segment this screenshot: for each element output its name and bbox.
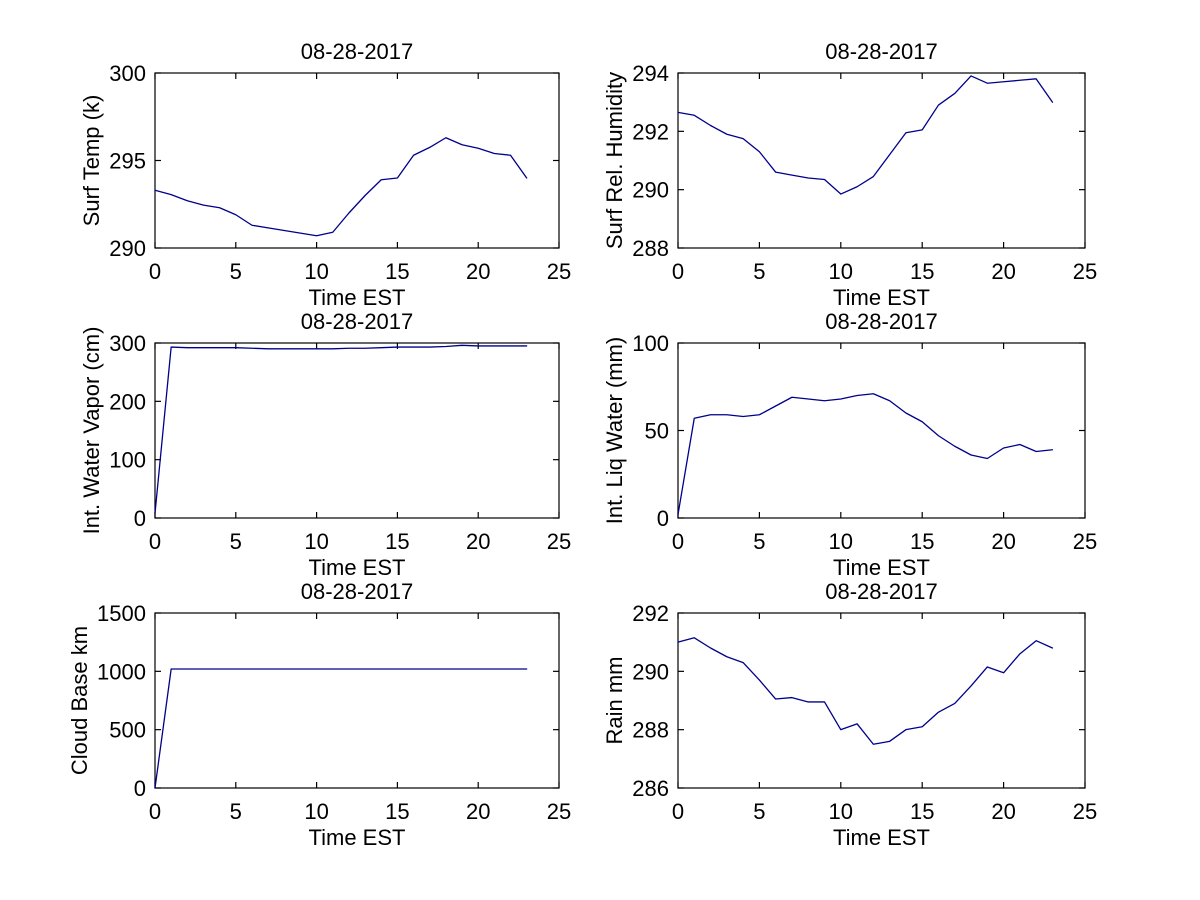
y-tick-label: 0 [134,506,146,531]
x-tick-label: 20 [466,529,490,554]
y-tick-label: 1500 [97,601,146,626]
x-tick-label: 20 [991,799,1015,824]
subplot-surf-temp-k: 0 5 10 15 20 25 290 295 300 08-28-2017 Time EST Sur… [79,39,571,310]
x-axis-label: Time EST [309,825,406,850]
data-line-cloud-base-km [154,668,528,789]
y-axis-label: Cloud Base km [67,626,92,775]
y-tick-label: 288 [632,718,669,743]
x-tick-label: 5 [230,799,242,824]
x-tick-label: 25 [547,529,571,554]
axes-box [154,72,560,249]
x-tick-label: 0 [672,259,684,284]
axes-box [677,72,1086,249]
x-axis-label: Time EST [833,825,930,850]
subplot-title: 08-28-2017 [301,39,414,64]
data-line-surf-rel-humidity [677,75,1054,195]
y-tick-label: 0 [657,506,669,531]
data-line-rain-mm [677,637,1054,745]
axes-box [677,342,1086,519]
x-tick-label: 5 [753,529,765,554]
axes-box [154,612,560,789]
x-tick-label: 10 [304,529,328,554]
y-axis-label: Surf Temp (k) [79,95,104,227]
subplot-title: 08-28-2017 [825,579,938,604]
y-tick-label: 292 [632,119,669,144]
y-axis-label: Surf Rel. Humidity [602,72,627,249]
x-tick-label: 5 [230,259,242,284]
x-tick-label: 15 [385,259,409,284]
subplot-title: 08-28-2017 [301,579,414,604]
x-tick-label: 10 [829,799,853,824]
y-axis-label: Int. Water Vapor (cm) [79,327,104,535]
x-axis-label: Time EST [309,555,406,580]
subplot-int-liq-water-mm: 0 5 10 15 20 25 0 50 100 08-28-2017 Time EST Int. L… [602,309,1097,580]
x-tick-label: 25 [1073,529,1097,554]
y-tick-label: 300 [109,331,146,356]
y-tick-label: 300 [109,61,146,86]
data-line-int-water-vapor-cm [154,344,528,514]
axes-box [677,612,1086,789]
subplot-title: 08-28-2017 [825,39,938,64]
x-tick-label: 15 [385,799,409,824]
x-tick-label: 0 [149,799,161,824]
x-tick-label: 10 [829,529,853,554]
x-tick-label: 10 [304,259,328,284]
axes-box [154,342,560,519]
subplot-surf-rel-humidity: 0 5 10 15 20 25 288 290 292 294 08-28-2017 Time EST… [602,39,1097,310]
x-tick-label: 0 [672,799,684,824]
x-tick-label: 25 [1073,799,1097,824]
y-tick-label: 50 [645,419,669,444]
y-tick-label: 295 [109,149,146,174]
x-tick-label: 15 [910,529,934,554]
x-tick-label: 5 [753,799,765,824]
subplot-int-water-vapor-cm: 0 5 10 15 20 25 0 100 200 300 08-28-2017 Time EST In… [79,309,571,580]
x-tick-label: 10 [304,799,328,824]
y-axis-label: Rain mm [602,656,627,744]
subplot-cloud-base-km: 0 5 10 15 20 25 0 500 1000 1500 08-28-2017 Time EST… [67,579,571,850]
x-axis-label: Time EST [833,555,930,580]
x-tick-label: 25 [547,799,571,824]
x-axis-label: Time EST [833,285,930,310]
x-tick-label: 0 [149,259,161,284]
x-tick-label: 25 [1073,259,1097,284]
y-tick-label: 292 [632,601,669,626]
y-tick-label: 100 [632,331,669,356]
x-tick-label: 20 [991,529,1015,554]
y-tick-label: 294 [632,61,669,86]
y-tick-label: 500 [109,718,146,743]
x-tick-label: 20 [466,259,490,284]
data-line-surf-temp-k [154,137,528,237]
y-tick-label: 290 [109,236,146,261]
y-tick-label: 100 [109,448,146,473]
x-tick-label: 25 [547,259,571,284]
y-tick-label: 290 [632,178,669,203]
y-tick-label: 286 [632,776,669,801]
x-tick-label: 0 [672,529,684,554]
y-tick-label: 288 [632,236,669,261]
y-tick-label: 290 [632,659,669,684]
y-tick-label: 1000 [97,659,146,684]
x-tick-label: 20 [466,799,490,824]
y-tick-label: 200 [109,389,146,414]
y-axis-label: Int. Liq Water (mm) [602,337,627,524]
subplot-title: 08-28-2017 [825,309,938,334]
x-tick-label: 5 [230,529,242,554]
subplot-title: 08-28-2017 [301,309,414,334]
x-tick-label: 20 [991,259,1015,284]
x-tick-label: 15 [910,799,934,824]
x-tick-label: 0 [149,529,161,554]
y-tick-label: 0 [134,776,146,801]
x-axis-label: Time EST [309,285,406,310]
x-tick-label: 15 [910,259,934,284]
data-line-int-liq-water-mm [677,393,1054,516]
x-tick-label: 5 [753,259,765,284]
subplot-rain-mm: 0 5 10 15 20 25 286 288 290 292 08-28-2017 Time EST… [602,579,1097,850]
x-tick-label: 15 [385,529,409,554]
x-tick-label: 10 [829,259,853,284]
